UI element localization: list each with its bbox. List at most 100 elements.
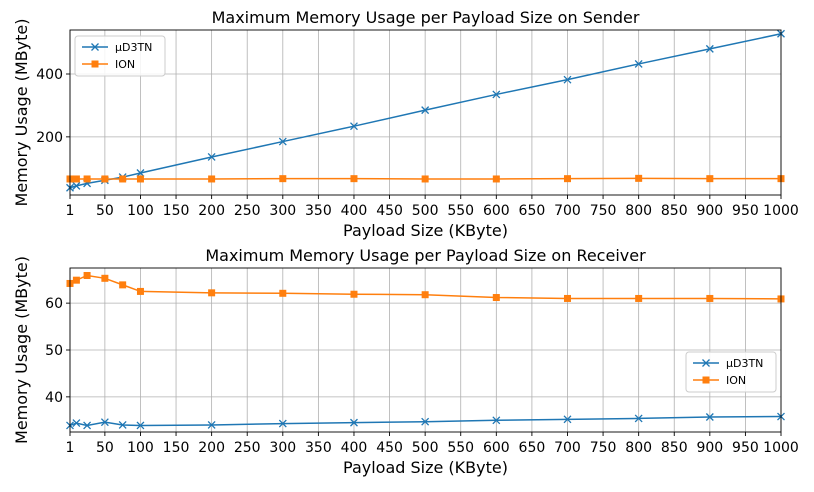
legend-marker <box>702 359 710 367</box>
x-tick-label: 1 <box>66 440 75 456</box>
data-point <box>207 153 216 161</box>
x-tick-label: 400 <box>341 440 368 456</box>
data-point <box>634 414 643 423</box>
legend-item-ud3tn: µD3TN <box>82 41 152 54</box>
y-axis-label: Memory Usage (MByte) <box>12 19 31 207</box>
x-tick-label: 250 <box>234 203 261 219</box>
data-point <box>83 421 92 430</box>
x-tick-label: 450 <box>376 440 403 456</box>
legend: µD3TN ION <box>685 351 777 393</box>
legend-label: µD3TN <box>726 357 763 370</box>
x-tick-label: 650 <box>519 440 546 456</box>
legend-marker <box>702 376 710 384</box>
data-point <box>136 287 144 295</box>
x-tick-label: 450 <box>376 203 403 219</box>
data-point <box>350 418 358 427</box>
x-tick-label: 1000 <box>763 440 799 456</box>
legend: µD3TN ION <box>74 35 166 77</box>
legend-item-ud3tn: µD3TN <box>693 357 763 370</box>
x-axis-label: Payload Size (KByte) <box>343 458 508 477</box>
x-tick-label: 850 <box>661 440 688 456</box>
chart-title: Maximum Memory Usage per Payload Size on… <box>212 8 640 27</box>
legend-marker <box>91 43 99 51</box>
series-ion <box>66 174 785 183</box>
x-tick-label: 300 <box>269 203 296 219</box>
data-point <box>563 175 571 183</box>
data-point <box>706 294 714 302</box>
x-tick-label: 500 <box>412 440 439 456</box>
data-point <box>421 417 430 426</box>
x-tick-label: 250 <box>234 440 261 456</box>
x-tick-label: 150 <box>163 440 190 456</box>
data-point <box>83 175 91 183</box>
legend-label: ION <box>726 374 746 387</box>
data-point <box>118 421 127 429</box>
legend-label: µD3TN <box>115 41 152 54</box>
chart-title: Maximum Memory Usage per Payload Size on… <box>205 246 646 265</box>
x-tick-label: 650 <box>519 203 546 219</box>
x-tick-label: 700 <box>554 203 581 219</box>
x-tick-label: 600 <box>483 440 510 456</box>
x-tick-label: 850 <box>661 203 688 219</box>
x-tick-label: 400 <box>341 203 368 219</box>
data-point <box>705 413 714 421</box>
data-point <box>72 419 81 428</box>
data-point <box>492 90 501 99</box>
data-point <box>278 137 287 146</box>
data-point <box>634 59 643 68</box>
x-tick-label: 300 <box>269 440 296 456</box>
data-point <box>72 276 80 284</box>
legend-item-ion: ION <box>693 374 746 387</box>
x-tick-label: 750 <box>590 203 617 219</box>
y-tick-label: 400 <box>36 67 63 83</box>
x-tick-label: 100 <box>127 440 154 456</box>
y-tick-label: 40 <box>45 390 63 406</box>
x-tick-label: 750 <box>590 440 617 456</box>
data-point <box>279 289 287 297</box>
x-tick-label: 550 <box>447 203 474 219</box>
x-tick-label: 1 <box>66 203 75 219</box>
y-tick-label: 50 <box>45 343 63 359</box>
chart-panel-2: 1 50 100 150 200 250 300 350 400 450 500 550 600 650 7… <box>12 246 799 477</box>
data-point <box>72 181 81 190</box>
data-point <box>278 419 287 428</box>
data-point <box>208 289 216 297</box>
x-axis-label: Payload Size (KByte) <box>343 221 508 240</box>
data-point <box>136 169 145 177</box>
x-tick-label: 950 <box>732 440 759 456</box>
data-point <box>492 416 501 425</box>
legend-marker <box>91 60 99 68</box>
data-point <box>101 274 109 282</box>
x-tick-label: 200 <box>198 440 225 456</box>
data-point <box>136 421 145 430</box>
legend-item-ion: ION <box>82 58 135 71</box>
x-tick-label: 350 <box>305 440 332 456</box>
x-tick-label: 950 <box>732 203 759 219</box>
x-tick-label: 700 <box>554 440 581 456</box>
data-point <box>705 44 714 53</box>
y-tick-label: 200 <box>36 130 63 146</box>
x-tick-label: 50 <box>96 203 114 219</box>
data-point <box>101 175 109 183</box>
data-point <box>421 175 429 183</box>
x-tick-label: 350 <box>305 203 332 219</box>
y-axis-label: Memory Usage (MByte) <box>12 256 31 444</box>
data-point <box>72 175 80 183</box>
data-point <box>563 415 572 424</box>
data-point <box>100 418 109 427</box>
data-point <box>350 175 358 183</box>
x-tick-label: 900 <box>696 203 723 219</box>
data-point <box>421 291 429 299</box>
data-point <box>563 75 572 84</box>
data-point <box>421 106 430 115</box>
data-point <box>119 175 127 183</box>
x-tick-label: 600 <box>483 203 510 219</box>
data-point <box>492 175 500 183</box>
x-tick-label: 100 <box>127 203 154 219</box>
data-point <box>350 122 358 131</box>
data-point <box>136 175 144 183</box>
x-tick-label: 900 <box>696 440 723 456</box>
series-ud3tn <box>66 412 785 430</box>
